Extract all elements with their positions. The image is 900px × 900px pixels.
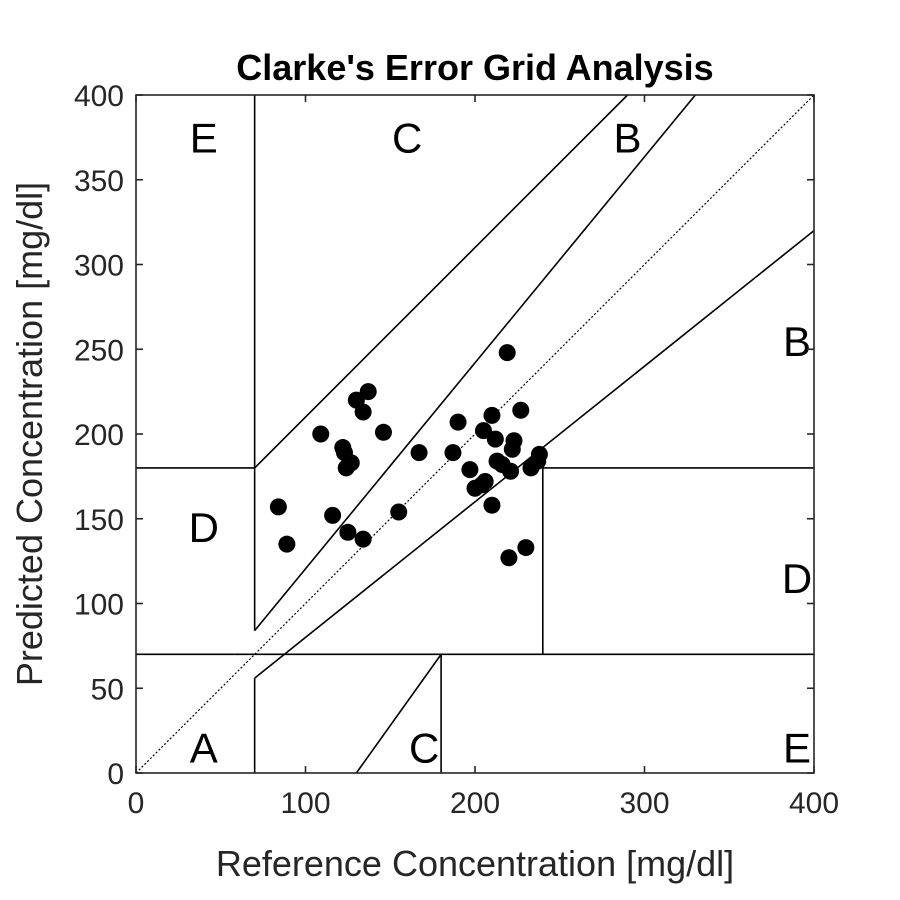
zone-boundary-line bbox=[254, 94, 629, 469]
zone-boundary-line bbox=[355, 653, 442, 774]
data-point bbox=[444, 444, 462, 462]
data-point bbox=[449, 413, 467, 431]
y-tick-label: 200 bbox=[74, 419, 124, 452]
data-point bbox=[483, 406, 501, 424]
zone-label-c: C bbox=[392, 114, 422, 161]
zone-label-d: D bbox=[782, 555, 812, 602]
x-tick-label: 0 bbox=[128, 787, 145, 820]
data-point bbox=[530, 445, 548, 463]
zone-label-e: E bbox=[190, 114, 218, 161]
data-point bbox=[512, 401, 530, 419]
y-tick-label: 150 bbox=[74, 504, 124, 537]
data-point bbox=[483, 496, 501, 514]
data-point bbox=[498, 344, 516, 362]
zone-label-b: B bbox=[783, 318, 811, 365]
x-tick-label: 400 bbox=[789, 787, 839, 820]
y-tick-label: 0 bbox=[107, 758, 124, 791]
data-point bbox=[476, 472, 494, 490]
data-point bbox=[354, 403, 372, 421]
data-point bbox=[339, 523, 357, 541]
data-point bbox=[342, 454, 360, 472]
y-tick-label: 300 bbox=[74, 250, 124, 283]
x-axis-label: Reference Concentration [mg/dl] bbox=[216, 843, 734, 884]
data-point bbox=[278, 535, 296, 553]
data-point bbox=[517, 539, 535, 557]
x-tick-label: 300 bbox=[619, 787, 669, 820]
data-point bbox=[505, 432, 523, 450]
plot-area: A B B C C D D E E 0 100 200 300 400 0 50 100 150 200 250 300… bbox=[74, 80, 839, 820]
data-point bbox=[359, 383, 377, 401]
y-tick-label: 250 bbox=[74, 334, 124, 367]
y-tick-label: 350 bbox=[74, 165, 124, 198]
data-point bbox=[486, 430, 504, 448]
zone-label-d: D bbox=[189, 504, 219, 551]
zone-label-b: B bbox=[614, 114, 642, 161]
data-point bbox=[500, 549, 518, 567]
data-point bbox=[354, 530, 372, 548]
y-tick-label: 50 bbox=[91, 673, 124, 706]
data-point bbox=[324, 506, 342, 524]
y-axis-label: Predicted Concentration [mg/dl] bbox=[9, 182, 50, 686]
zone-boundary-line bbox=[254, 94, 696, 632]
data-point bbox=[312, 425, 330, 443]
x-tick-label: 100 bbox=[280, 787, 330, 820]
chart-title: Clarke's Error Grid Analysis bbox=[236, 47, 713, 88]
data-point bbox=[390, 503, 408, 521]
zone-label-e: E bbox=[783, 725, 811, 772]
zone-label-a: A bbox=[190, 725, 218, 772]
data-point bbox=[410, 444, 428, 462]
data-point bbox=[374, 423, 392, 441]
data-point bbox=[502, 462, 520, 480]
y-tick-label: 100 bbox=[74, 589, 124, 622]
zone-label-c: C bbox=[409, 725, 439, 772]
data-point bbox=[269, 498, 287, 516]
y-tick-label: 400 bbox=[74, 80, 124, 113]
x-tick-label: 200 bbox=[450, 787, 500, 820]
data-point bbox=[461, 461, 479, 479]
data-point bbox=[474, 422, 492, 440]
